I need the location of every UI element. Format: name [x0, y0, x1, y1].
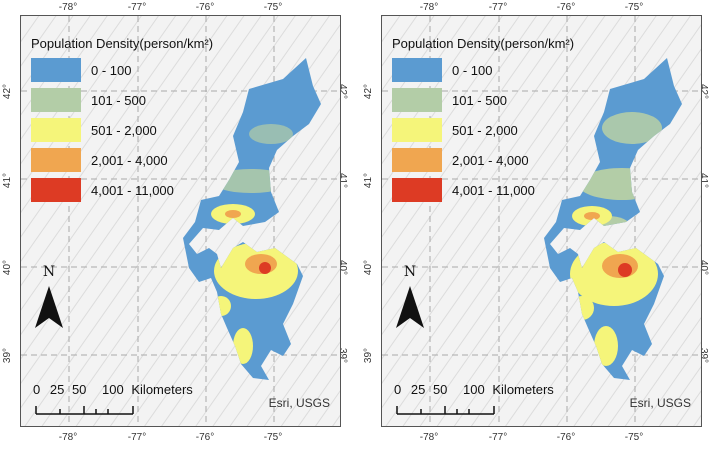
- lon-tick-top: -75°: [263, 2, 283, 13]
- legend-swatch: [392, 58, 442, 82]
- legend-label: 2,001 - 4,000: [91, 152, 168, 168]
- legend-label: 0 - 100: [452, 62, 493, 78]
- lat-tick-left: 41°: [363, 172, 375, 189]
- lat-tick-left: 39°: [2, 347, 14, 364]
- lon-tick-top: -76°: [556, 2, 576, 13]
- scale-tick-label: 100: [102, 382, 124, 397]
- north-arrow-icon: N: [31, 264, 67, 334]
- scale-unit: Kilometers: [131, 382, 193, 397]
- legend-swatch: [392, 118, 442, 142]
- scale-tick-label: 100: [463, 382, 485, 397]
- legend-label: 4,001 - 11,000: [91, 182, 174, 198]
- lat-tick-left: 40°: [2, 259, 14, 276]
- lat-tick-left: 39°: [363, 347, 375, 364]
- lon-tick-top: -75°: [624, 2, 644, 13]
- lon-tick-top: -77°: [488, 2, 508, 13]
- map-canvas: [21, 16, 340, 426]
- north-label: N: [42, 264, 56, 280]
- lon-tick-bottom: -78°: [58, 432, 78, 443]
- legend-title: Population Density(person/km²): [392, 36, 575, 51]
- attribution: Esri, USGS: [268, 396, 330, 410]
- legend: Population Density(person/km²) 0 - 100 1…: [31, 36, 213, 205]
- scale-tick-label: 25: [49, 382, 65, 397]
- lat-tick-left: 40°: [363, 259, 375, 276]
- scale-labels: 0 25 50 100 Kilometers: [394, 382, 554, 397]
- legend-item: 101 - 500: [392, 85, 574, 115]
- scale-tick-label: 50: [432, 382, 448, 397]
- legend-item: 4,001 - 11,000: [392, 175, 574, 205]
- legend-item: 101 - 500: [31, 85, 213, 115]
- lat-tick-left: 42°: [363, 83, 375, 100]
- scale-unit: Kilometers: [492, 382, 554, 397]
- legend-item: 4,001 - 11,000: [31, 175, 213, 205]
- scale-tick-label: 50: [71, 382, 87, 397]
- legend-label: 501 - 2,000: [91, 122, 157, 138]
- lon-tick-top: -78°: [58, 2, 78, 13]
- scale-tick-label: 0: [33, 382, 41, 397]
- legend-item: 501 - 2,000: [31, 115, 213, 145]
- legend: Population Density(person/km²) 0 - 100 1…: [392, 36, 574, 205]
- legend-label: 501 - 2,000: [452, 122, 518, 138]
- legend-label: 101 - 500: [91, 92, 146, 108]
- scale-bar: 0 25 50 100 Kilometers: [33, 382, 233, 422]
- scale-tick-label: 0: [394, 382, 402, 397]
- legend-title: Population Density(person/km²): [31, 36, 214, 51]
- legend-label: 2,001 - 4,000: [452, 152, 529, 168]
- legend-item: 2,001 - 4,000: [392, 145, 574, 175]
- legend-swatch: [31, 88, 81, 112]
- legend-item: 501 - 2,000: [392, 115, 574, 145]
- map-canvas: [382, 16, 701, 426]
- map-panel-left: -78° -77° -76° -75° -78° -77° -76° -75° …: [0, 0, 360, 460]
- north-arrow-icon: N: [392, 264, 428, 334]
- legend-swatch: [31, 118, 81, 142]
- lon-tick-bottom: -76°: [195, 432, 215, 443]
- legend-swatch: [31, 178, 81, 202]
- map-panel-right: -78° -77° -76° -75° -78° -77° -76° -75° …: [361, 0, 721, 460]
- scale-bar: 0 25 50 100 Kilometers: [394, 382, 594, 422]
- legend-label: 101 - 500: [452, 92, 507, 108]
- map-frame: Population Density(person/km²) 0 - 100 1…: [381, 15, 702, 427]
- lat-tick-left: 42°: [2, 83, 14, 100]
- legend-item: 2,001 - 4,000: [31, 145, 213, 175]
- lon-tick-bottom: -75°: [263, 432, 283, 443]
- attribution: Esri, USGS: [629, 396, 691, 410]
- lon-tick-bottom: -77°: [488, 432, 508, 443]
- lon-tick-bottom: -75°: [624, 432, 644, 443]
- legend-swatch: [392, 148, 442, 172]
- scale-labels: 0 25 50 100 Kilometers: [33, 382, 193, 397]
- lon-tick-bottom: -76°: [556, 432, 576, 443]
- north-label: N: [403, 264, 417, 280]
- legend-label: 0 - 100: [91, 62, 132, 78]
- population-density-raster: [544, 58, 682, 380]
- legend-label: 4,001 - 11,000: [452, 182, 535, 198]
- scale-tick-label: 25: [410, 382, 426, 397]
- legend-swatch: [31, 148, 81, 172]
- lon-tick-top: -78°: [419, 2, 439, 13]
- population-density-raster: [183, 58, 321, 380]
- legend-item: 0 - 100: [392, 55, 574, 85]
- map-frame: Population Density(person/km²) 0 - 100 1…: [20, 15, 341, 427]
- legend-swatch: [392, 88, 442, 112]
- lon-tick-bottom: -77°: [127, 432, 147, 443]
- lon-tick-bottom: -78°: [419, 432, 439, 443]
- legend-swatch: [392, 178, 442, 202]
- legend-item: 0 - 100: [31, 55, 213, 85]
- lon-tick-top: -76°: [195, 2, 215, 13]
- lon-tick-top: -77°: [127, 2, 147, 13]
- lat-tick-left: 41°: [2, 172, 14, 189]
- legend-swatch: [31, 58, 81, 82]
